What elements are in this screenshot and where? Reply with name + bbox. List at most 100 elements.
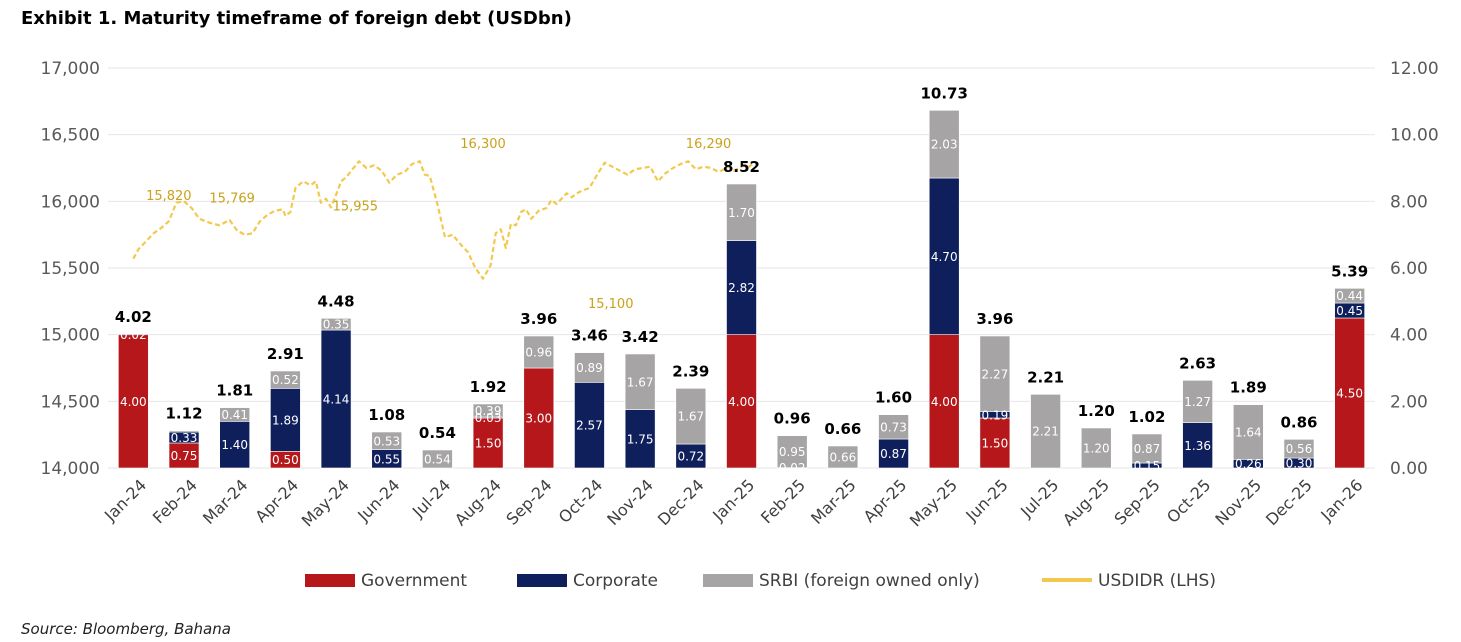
legend: Government Corporate SRBI (foreign owned o…: [305, 571, 1216, 591]
x-tick-label: Jul-24: [408, 475, 454, 521]
bar-segment-corporate: [675, 443, 707, 469]
bar-segment-corporate: [878, 438, 909, 469]
segment-label: 2.82: [728, 281, 755, 295]
total-label: 1.89: [1230, 379, 1267, 397]
segment-label: 2.27: [982, 367, 1009, 381]
bar-segment-srbi: [422, 449, 453, 469]
left-tick-label: 14,000: [41, 459, 100, 479]
bar-segment-srbi: [1080, 427, 1112, 469]
x-tick-label: Apr-24: [251, 475, 302, 526]
total-label: 4.48: [318, 292, 355, 310]
total-label: 1.12: [166, 405, 203, 423]
total-label: 3.96: [520, 310, 557, 328]
x-tick-label: Jul-25: [1016, 475, 1062, 521]
bar-segment-srbi: [1233, 404, 1264, 460]
segment-label: 0.75: [171, 449, 198, 463]
segment-label: 0.87: [1134, 442, 1161, 456]
segment-label: 1.27: [1184, 395, 1211, 409]
segment-label: 0.72: [677, 450, 704, 464]
x-tick-label: Aug-25: [1059, 475, 1113, 529]
segment-label: 4.00: [120, 395, 147, 409]
total-label: 3.42: [622, 328, 659, 346]
segment-label: 0.52: [272, 373, 299, 387]
segment-label: 1.36: [1184, 439, 1211, 453]
bar-segment-government: [1334, 317, 1365, 469]
bar-segment-srbi: [574, 352, 605, 383]
usdidr-label: 15,955: [333, 200, 379, 215]
segment-label: 0.02: [120, 328, 147, 342]
bar-segment-corporate: [1182, 422, 1213, 469]
total-label: 0.96: [774, 410, 811, 428]
bar-segment-srbi: [270, 370, 301, 389]
usdidr-line: 15,820 15,769 15,955 16,300 15,100 16,290: [132, 137, 755, 312]
bar-stacks: [118, 110, 1365, 469]
total-label: 8.52: [723, 158, 760, 176]
maturity-chart: 14,000 14,500 15,000 15,500 16,000 16,500 17,0…: [41, 59, 1439, 591]
bar-segment-corporate: [624, 409, 656, 469]
segment-label: 2.21: [1032, 425, 1059, 439]
left-tick-label: 16,500: [41, 126, 100, 146]
segment-label: 1.75: [627, 432, 654, 446]
x-tick-label: Oct-25: [1163, 475, 1214, 526]
x-tick-label: Feb-24: [149, 475, 201, 527]
left-axis-ticks: 14,000 14,500 15,000 15,500 16,000 16,500 17,0…: [41, 59, 100, 479]
segment-label: 0.39: [475, 404, 502, 418]
segment-label: 1.20: [1083, 442, 1110, 456]
total-label: 4.02: [115, 308, 152, 326]
legend-swatch-srbi: [703, 574, 753, 587]
bar-segment-srbi: [979, 335, 1011, 412]
segment-label: 0.30: [1286, 457, 1313, 471]
bar-segment-srbi: [168, 430, 200, 433]
segment-label: 2.57: [576, 419, 603, 433]
legend-label: USDIDR (LHS): [1098, 571, 1216, 591]
bar-segment-srbi: [1131, 433, 1163, 464]
bar-segment-srbi: [1030, 394, 1061, 469]
usdidr-label: 15,820: [146, 189, 192, 204]
usdidr-label: 16,290: [686, 137, 732, 152]
usdidr-label: 16,300: [460, 137, 506, 152]
segment-label: 1.64: [1235, 426, 1262, 440]
segment-label: 0.19: [982, 408, 1009, 422]
x-tick-label: Jan-24: [100, 475, 150, 525]
segment-label: 1.70: [728, 206, 755, 220]
source-note: Source: Bloomberg, Bahana: [21, 620, 231, 638]
segment-label: 4.14: [323, 393, 350, 407]
chart-title: Exhibit 1. Maturity timeframe of foreign…: [21, 8, 572, 29]
bar-segment-srbi: [1182, 380, 1213, 423]
x-tick-label: Jun-25: [961, 475, 1011, 525]
segment-label: 2.03: [931, 138, 958, 152]
segment-label: 0.56: [1286, 442, 1313, 456]
total-label: 2.91: [267, 345, 304, 363]
usdidr-series-line: [132, 160, 755, 280]
total-label: 0.66: [824, 420, 861, 438]
bar-segment-srbi: [219, 407, 250, 422]
segment-label: 0.96: [525, 346, 552, 360]
total-label: 2.39: [672, 362, 709, 380]
legend-label: Corporate: [573, 571, 658, 591]
segment-label: 1.50: [982, 437, 1009, 451]
legend-label: SRBI (foreign owned only): [759, 571, 980, 591]
bar-segment-government: [928, 334, 960, 469]
right-tick-label: 0.00: [1390, 459, 1428, 479]
segment-label: 0.87: [880, 447, 907, 461]
bar-segment-srbi: [928, 110, 960, 179]
total-label: 10.73: [920, 84, 967, 102]
total-label: 0.86: [1280, 413, 1317, 431]
right-tick-label: 8.00: [1390, 192, 1428, 212]
x-tick-label: Dec-25: [1262, 475, 1316, 529]
bar-segment-srbi: [371, 431, 403, 450]
left-tick-label: 15,500: [41, 259, 100, 279]
usdidr-label: 15,100: [588, 297, 634, 312]
segment-label: 0.53: [373, 434, 400, 448]
right-tick-label: 4.00: [1390, 326, 1428, 346]
total-label: 1.08: [368, 406, 405, 424]
right-tick-label: 10.00: [1390, 126, 1439, 146]
bar-segment-srbi: [675, 388, 707, 445]
segment-label: 0.45: [1336, 304, 1363, 318]
left-tick-label: 15,000: [41, 326, 100, 346]
segment-label: 4.00: [931, 395, 958, 409]
right-tick-label: 6.00: [1390, 259, 1428, 279]
legend-label: Government: [361, 571, 467, 591]
total-label: 2.63: [1179, 354, 1216, 372]
segment-label: 1.89: [272, 413, 299, 427]
